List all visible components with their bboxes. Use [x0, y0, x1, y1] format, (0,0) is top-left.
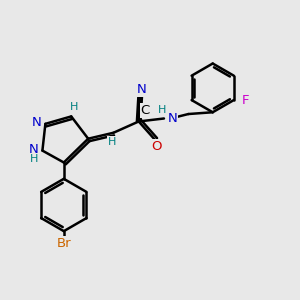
Text: N: N [29, 142, 39, 156]
Text: F: F [242, 94, 250, 106]
Text: H: H [158, 105, 167, 115]
Text: N: N [32, 116, 42, 129]
Text: O: O [151, 140, 162, 153]
Text: N: N [167, 112, 177, 125]
Text: H: H [30, 154, 38, 164]
Text: H: H [108, 137, 116, 147]
Text: N: N [137, 83, 147, 96]
Text: H: H [70, 103, 78, 112]
Text: Br: Br [56, 237, 71, 250]
Text: C: C [141, 104, 150, 117]
